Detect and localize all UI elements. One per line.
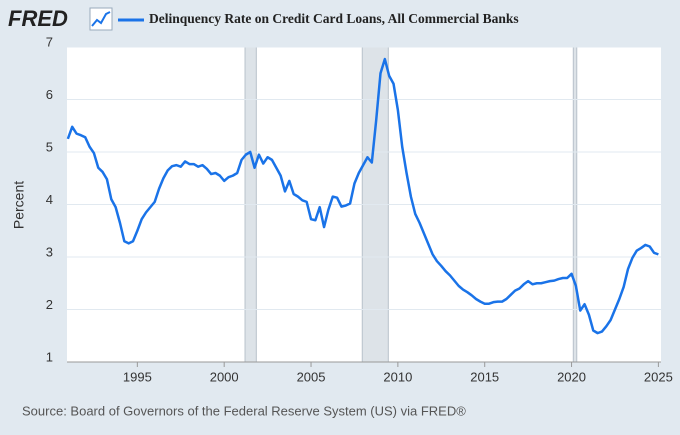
legend-label: Delinquency Rate on Credit Card Loans, A…: [149, 11, 519, 26]
brand-logo[interactable]: FRED: [8, 6, 68, 31]
series-line: [66, 57, 659, 335]
x-tick-label: 2015: [470, 369, 499, 384]
source-note: Source: Board of Governors of the Federa…: [22, 403, 466, 418]
y-axis-label: Percent: [11, 181, 27, 229]
y-tick-label: 3: [46, 244, 53, 259]
y-tick-label: 7: [46, 34, 53, 49]
y-tick-label: 1: [46, 349, 53, 364]
logo-icon: [89, 7, 113, 31]
y-tick-label: 6: [46, 87, 53, 102]
x-tick-label: 2010: [383, 369, 412, 384]
x-tick-label: 2005: [297, 369, 326, 384]
x-tick-label: 1995: [123, 369, 152, 384]
y-tick-label: 4: [46, 192, 53, 207]
x-tick-label: 2025: [644, 369, 673, 384]
x-tick-label: 2000: [210, 369, 239, 384]
y-tick-label: 5: [46, 139, 53, 154]
y-tick-label: 2: [46, 297, 53, 312]
x-tick-label: 2020: [557, 369, 586, 384]
